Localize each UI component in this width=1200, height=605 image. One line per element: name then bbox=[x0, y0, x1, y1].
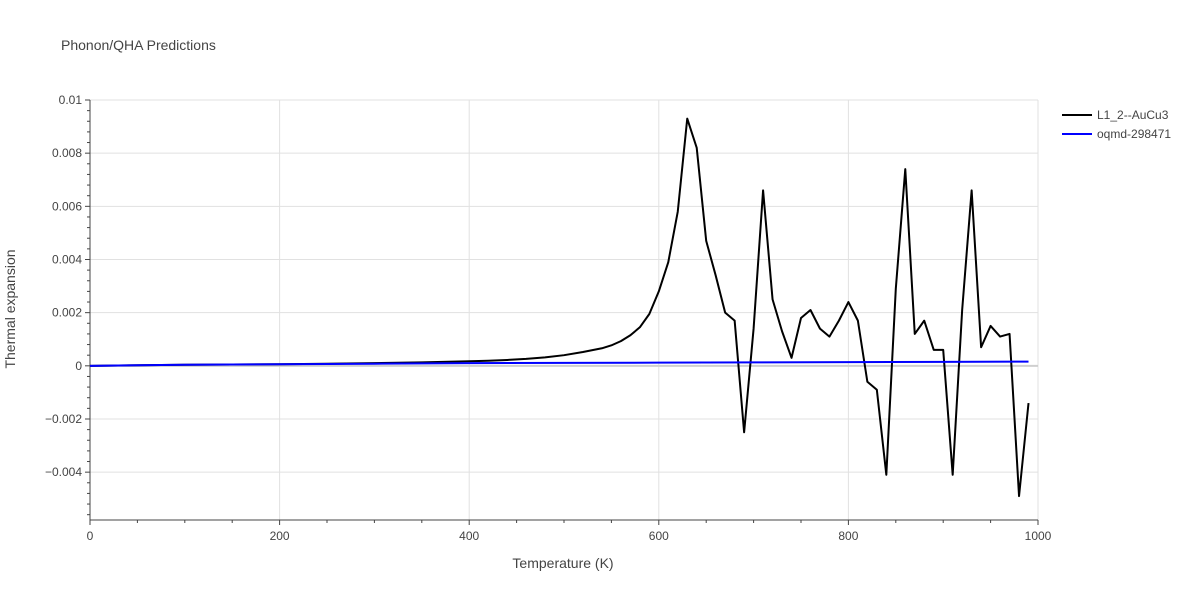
x-tick-label: 400 bbox=[459, 529, 479, 543]
x-tick-label: 1000 bbox=[1025, 529, 1052, 543]
legend-item[interactable]: L1_2--AuCu3 bbox=[1062, 108, 1169, 122]
grid-layer bbox=[90, 99, 1039, 520]
series-line-1 bbox=[89, 117, 1030, 498]
y-tick-label: 0.002 bbox=[52, 306, 82, 320]
y-tick-label: −0.002 bbox=[45, 412, 82, 426]
x-tick-label: 0 bbox=[87, 529, 94, 543]
x-tick-label: 800 bbox=[838, 529, 858, 543]
y-axis-label: Thermal expansion bbox=[2, 249, 18, 368]
y-tick-label: 0.008 bbox=[52, 146, 82, 160]
legend-label: oqmd-298471 bbox=[1097, 127, 1171, 141]
legend-item[interactable]: oqmd-298471 bbox=[1062, 127, 1171, 141]
y-tick-label: −0.004 bbox=[45, 465, 82, 479]
series-layer bbox=[89, 117, 1030, 498]
x-tick-label: 600 bbox=[649, 529, 669, 543]
axes-layer: 0 200 400 600 800 1000 −0.004 −0.002 0 0.002 0.004… bbox=[45, 93, 1052, 543]
y-tick-label: 0.004 bbox=[52, 252, 82, 266]
chart-title: Phonon/QHA Predictions bbox=[61, 37, 216, 53]
y-tick-label: 0 bbox=[75, 359, 82, 373]
y-tick-label: 0.006 bbox=[52, 199, 82, 213]
x-tick-label: 200 bbox=[270, 529, 290, 543]
series-line-2 bbox=[89, 360, 1029, 367]
legend-label: L1_2--AuCu3 bbox=[1097, 108, 1169, 122]
y-tick-label: 0.01 bbox=[59, 93, 83, 107]
x-axis-label: Temperature (K) bbox=[512, 555, 613, 571]
legend[interactable]: L1_2--AuCu3 oqmd-298471 bbox=[1062, 108, 1171, 141]
